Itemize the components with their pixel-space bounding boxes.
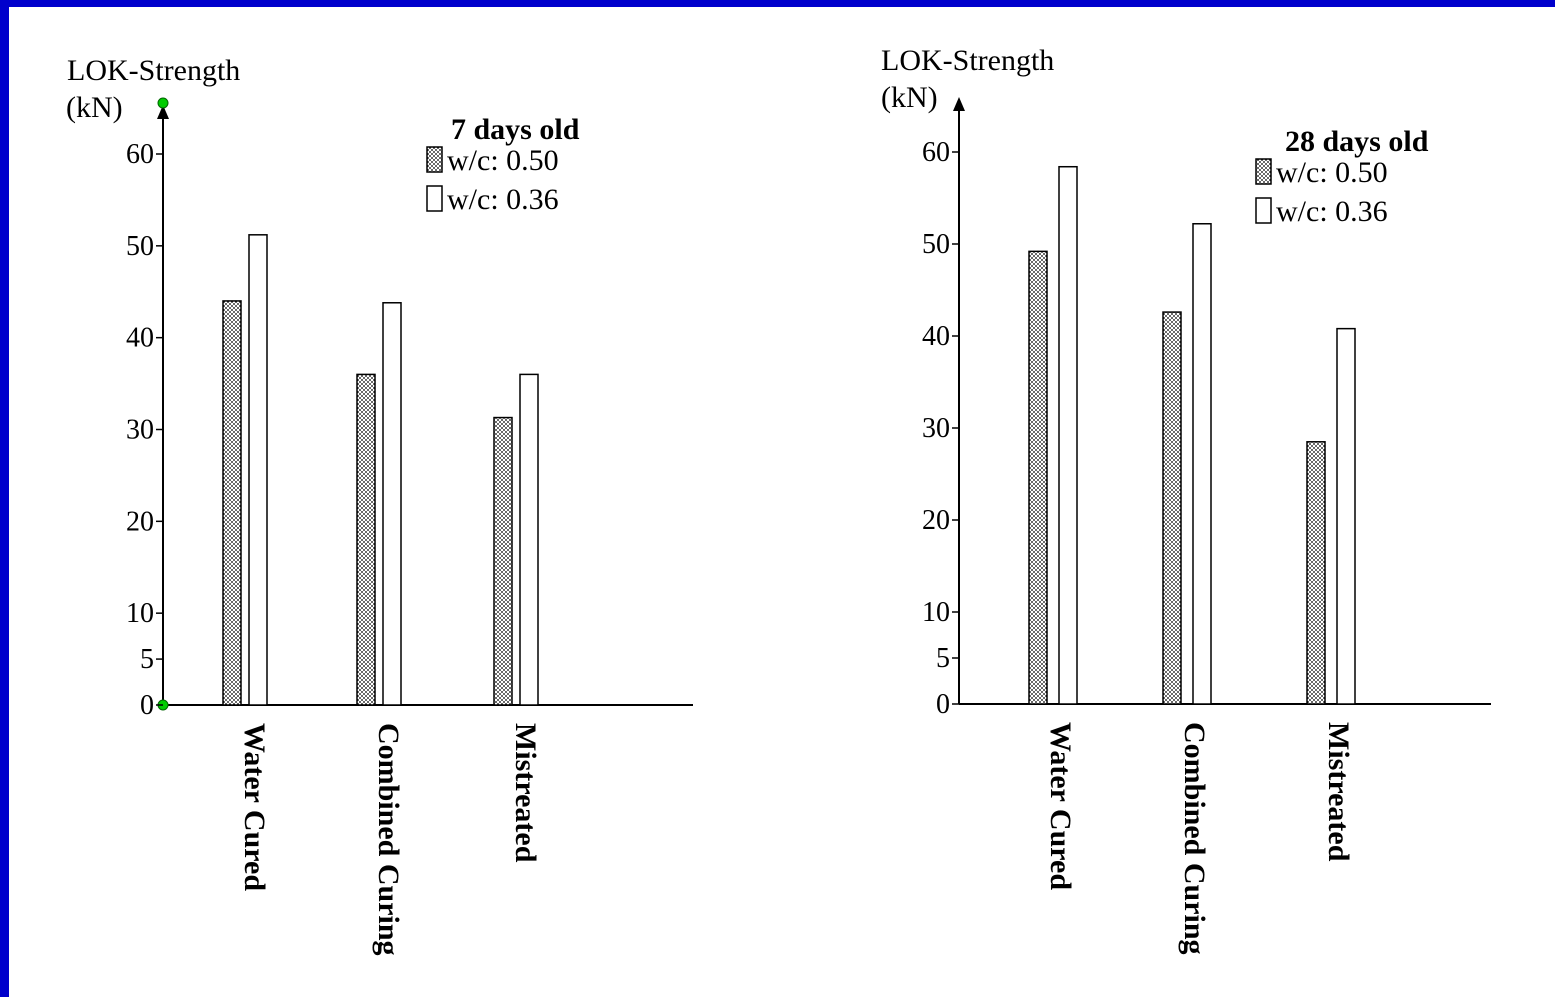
- y-tick-label: 0: [140, 690, 154, 721]
- bar-wc036-1: [1058, 165, 1078, 705]
- category-label: Mistreated: [1322, 722, 1355, 862]
- bar-wc050-1: [222, 300, 242, 706]
- legend-label: w/c: 0.50: [447, 144, 559, 177]
- bar-wc050-1: [1028, 250, 1048, 705]
- bar-wc036-3: [1336, 327, 1356, 705]
- y-tick-label: 60: [922, 137, 950, 168]
- y-tick-label: 20: [922, 505, 950, 536]
- y-axis-label: LOK-Strength: [881, 44, 1054, 77]
- category-label: Water Cured: [238, 723, 271, 891]
- chart-title: 28 days old: [1285, 125, 1429, 158]
- legend-swatch: [1255, 158, 1272, 185]
- y-tick-label: 0: [936, 689, 950, 720]
- y-tick-label: 10: [922, 597, 950, 628]
- y-axis-arrow: [157, 105, 169, 119]
- category-label: Mistreated: [509, 723, 542, 863]
- bar-wc036-1: [248, 234, 268, 706]
- legend-label: w/c: 0.50: [1276, 156, 1388, 189]
- axis-top-marker: [157, 97, 169, 109]
- legend-label: w/c: 0.36: [447, 183, 559, 216]
- y-tick-label: 50: [126, 231, 154, 262]
- legend-label: w/c: 0.36: [1276, 195, 1388, 228]
- chart-title: 7 days old: [451, 113, 580, 146]
- chart-panel-1: LOK-Strength (kN) 0 5 10 20 30 40 50 60 Water Cure…: [66, 54, 693, 956]
- category-label: Water Cured: [1044, 722, 1077, 890]
- slide-canvas: LOK-Strength (kN) 0 5 10 20 30 40 50 60 Water Cure…: [9, 7, 1555, 997]
- bar-wc036-3: [519, 373, 539, 706]
- y-tick-label: 5: [140, 644, 154, 675]
- y-tick-label: 30: [126, 415, 154, 446]
- bar-wc036-2: [1192, 223, 1212, 705]
- bar-wc050-3: [493, 416, 513, 706]
- bar-wc050-2: [356, 373, 376, 706]
- y-tick-label: 30: [922, 413, 950, 444]
- y-axis-unit: (kN): [66, 91, 123, 124]
- y-tick-label: 40: [922, 321, 950, 352]
- y-tick-label: 20: [126, 506, 154, 537]
- bar-wc050-3: [1306, 441, 1326, 705]
- legend-swatch: [1255, 197, 1272, 224]
- bar-wc036-2: [382, 302, 402, 706]
- y-axis-arrow: [953, 97, 965, 111]
- y-tick-label: 10: [126, 598, 154, 629]
- y-tick-label: 5: [936, 643, 950, 674]
- y-axis-unit: (kN): [881, 81, 938, 114]
- legend-swatch: [426, 185, 443, 212]
- category-label: Combined Curing: [1178, 722, 1211, 955]
- y-tick-label: 60: [126, 139, 154, 170]
- bar-wc050-2: [1162, 311, 1182, 705]
- y-tick-label: 50: [922, 229, 950, 260]
- category-label: Combined Curing: [372, 723, 405, 956]
- y-axis-label: LOK-Strength: [67, 54, 240, 87]
- legend-swatch: [426, 146, 443, 173]
- chart-panel-2: LOK-Strength (kN) 0 5 10 20 30 40 50 60 Water Cure…: [881, 44, 1491, 955]
- y-tick-label: 40: [126, 323, 154, 354]
